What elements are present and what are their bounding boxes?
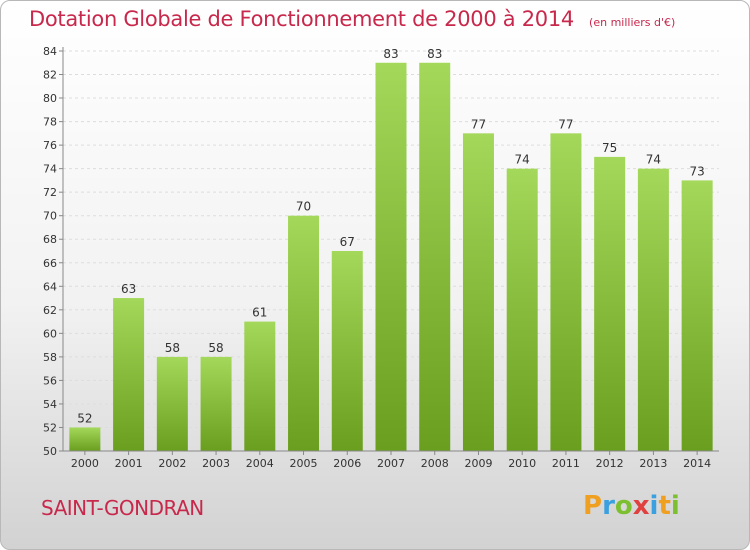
- logo-letter: x: [632, 491, 650, 521]
- bar: [156, 356, 188, 451]
- bar-value-label: 58: [165, 341, 180, 355]
- bar: [375, 62, 407, 451]
- y-tick-label: 54: [43, 398, 57, 411]
- labels: 50 52 54 56 58 60 62 64 66 68 70 72 74 76 78 80 82 84 52 20…: [43, 45, 711, 470]
- y-tick-label: 74: [43, 163, 57, 176]
- y-tick-label: 80: [43, 92, 57, 105]
- x-tick-label: 2014: [683, 457, 711, 470]
- bar-value-label: 67: [340, 235, 355, 249]
- proxiti-logo: Proxiti: [583, 491, 680, 521]
- y-tick-label: 58: [43, 351, 57, 364]
- x-tick-label: 2006: [333, 457, 361, 470]
- y-tick-label: 70: [43, 210, 57, 223]
- y-tick-label: 66: [43, 257, 57, 270]
- bar: [331, 251, 363, 451]
- commune-name: SAINT-GONDRAN: [41, 496, 204, 520]
- x-tick-label: 2011: [552, 457, 580, 470]
- bar: [594, 156, 626, 451]
- bar-value-label: 83: [383, 47, 398, 61]
- y-tick-label: 78: [43, 116, 57, 129]
- bar-value-label: 61: [252, 306, 267, 320]
- bar: [681, 180, 713, 452]
- bar-value-label: 74: [515, 153, 530, 167]
- logo-letter: r: [602, 491, 615, 521]
- y-tick-label: 84: [43, 45, 57, 58]
- logo-letter: o: [614, 491, 633, 521]
- bar-value-label: 83: [427, 47, 442, 61]
- x-tick-label: 2010: [508, 457, 536, 470]
- bar: [113, 298, 145, 451]
- title-line: Dotation Globale de Fonctionnement de 20…: [29, 7, 675, 31]
- x-tick-label: 2002: [158, 457, 186, 470]
- bar-value-label: 73: [689, 164, 704, 178]
- y-tick-label: 60: [43, 327, 57, 340]
- bar: [462, 133, 494, 451]
- bar-value-label: 70: [296, 200, 311, 214]
- bar: [419, 62, 451, 451]
- axes: [59, 47, 719, 455]
- logo-letter: i: [649, 491, 659, 521]
- bar: [288, 215, 320, 451]
- bar: [244, 321, 276, 451]
- bar-value-label: 52: [77, 411, 92, 425]
- x-tick-label: 2007: [377, 457, 405, 470]
- bar-value-label: 58: [208, 341, 223, 355]
- logo-letter: P: [583, 491, 603, 521]
- bar: [506, 168, 538, 451]
- y-tick-label: 76: [43, 139, 57, 152]
- y-tick-label: 68: [43, 233, 57, 246]
- chart-title: Dotation Globale de Fonctionnement de 20…: [29, 7, 574, 31]
- bar: [69, 427, 101, 451]
- x-tick-label: 2003: [202, 457, 230, 470]
- x-tick-label: 2009: [464, 457, 492, 470]
- bar: [637, 168, 669, 451]
- bar-value-label: 77: [471, 117, 486, 131]
- x-tick-label: 2008: [421, 457, 449, 470]
- bar-value-label: 75: [602, 141, 617, 155]
- y-tick-label: 56: [43, 374, 57, 387]
- y-tick-label: 64: [43, 280, 57, 293]
- x-tick-label: 2000: [71, 457, 99, 470]
- bars: [69, 62, 713, 452]
- y-tick-label: 82: [43, 69, 57, 82]
- y-tick-label: 52: [43, 421, 57, 434]
- bar-value-label: 77: [558, 117, 573, 131]
- bar: [200, 356, 232, 451]
- x-tick-label: 2005: [290, 457, 318, 470]
- bar-value-label: 74: [646, 153, 661, 167]
- bar-value-label: 63: [121, 282, 136, 296]
- logo-letter: i: [670, 491, 680, 521]
- x-tick-label: 2001: [115, 457, 143, 470]
- x-tick-label: 2013: [639, 457, 667, 470]
- bar: [550, 133, 582, 451]
- x-tick-label: 2012: [596, 457, 624, 470]
- y-tick-label: 50: [43, 445, 57, 458]
- chart-subtitle: (en milliers d'€): [589, 16, 676, 29]
- y-tick-label: 72: [43, 186, 57, 199]
- logo-letter: t: [658, 491, 671, 521]
- x-tick-label: 2004: [246, 457, 274, 470]
- y-tick-label: 62: [43, 304, 57, 317]
